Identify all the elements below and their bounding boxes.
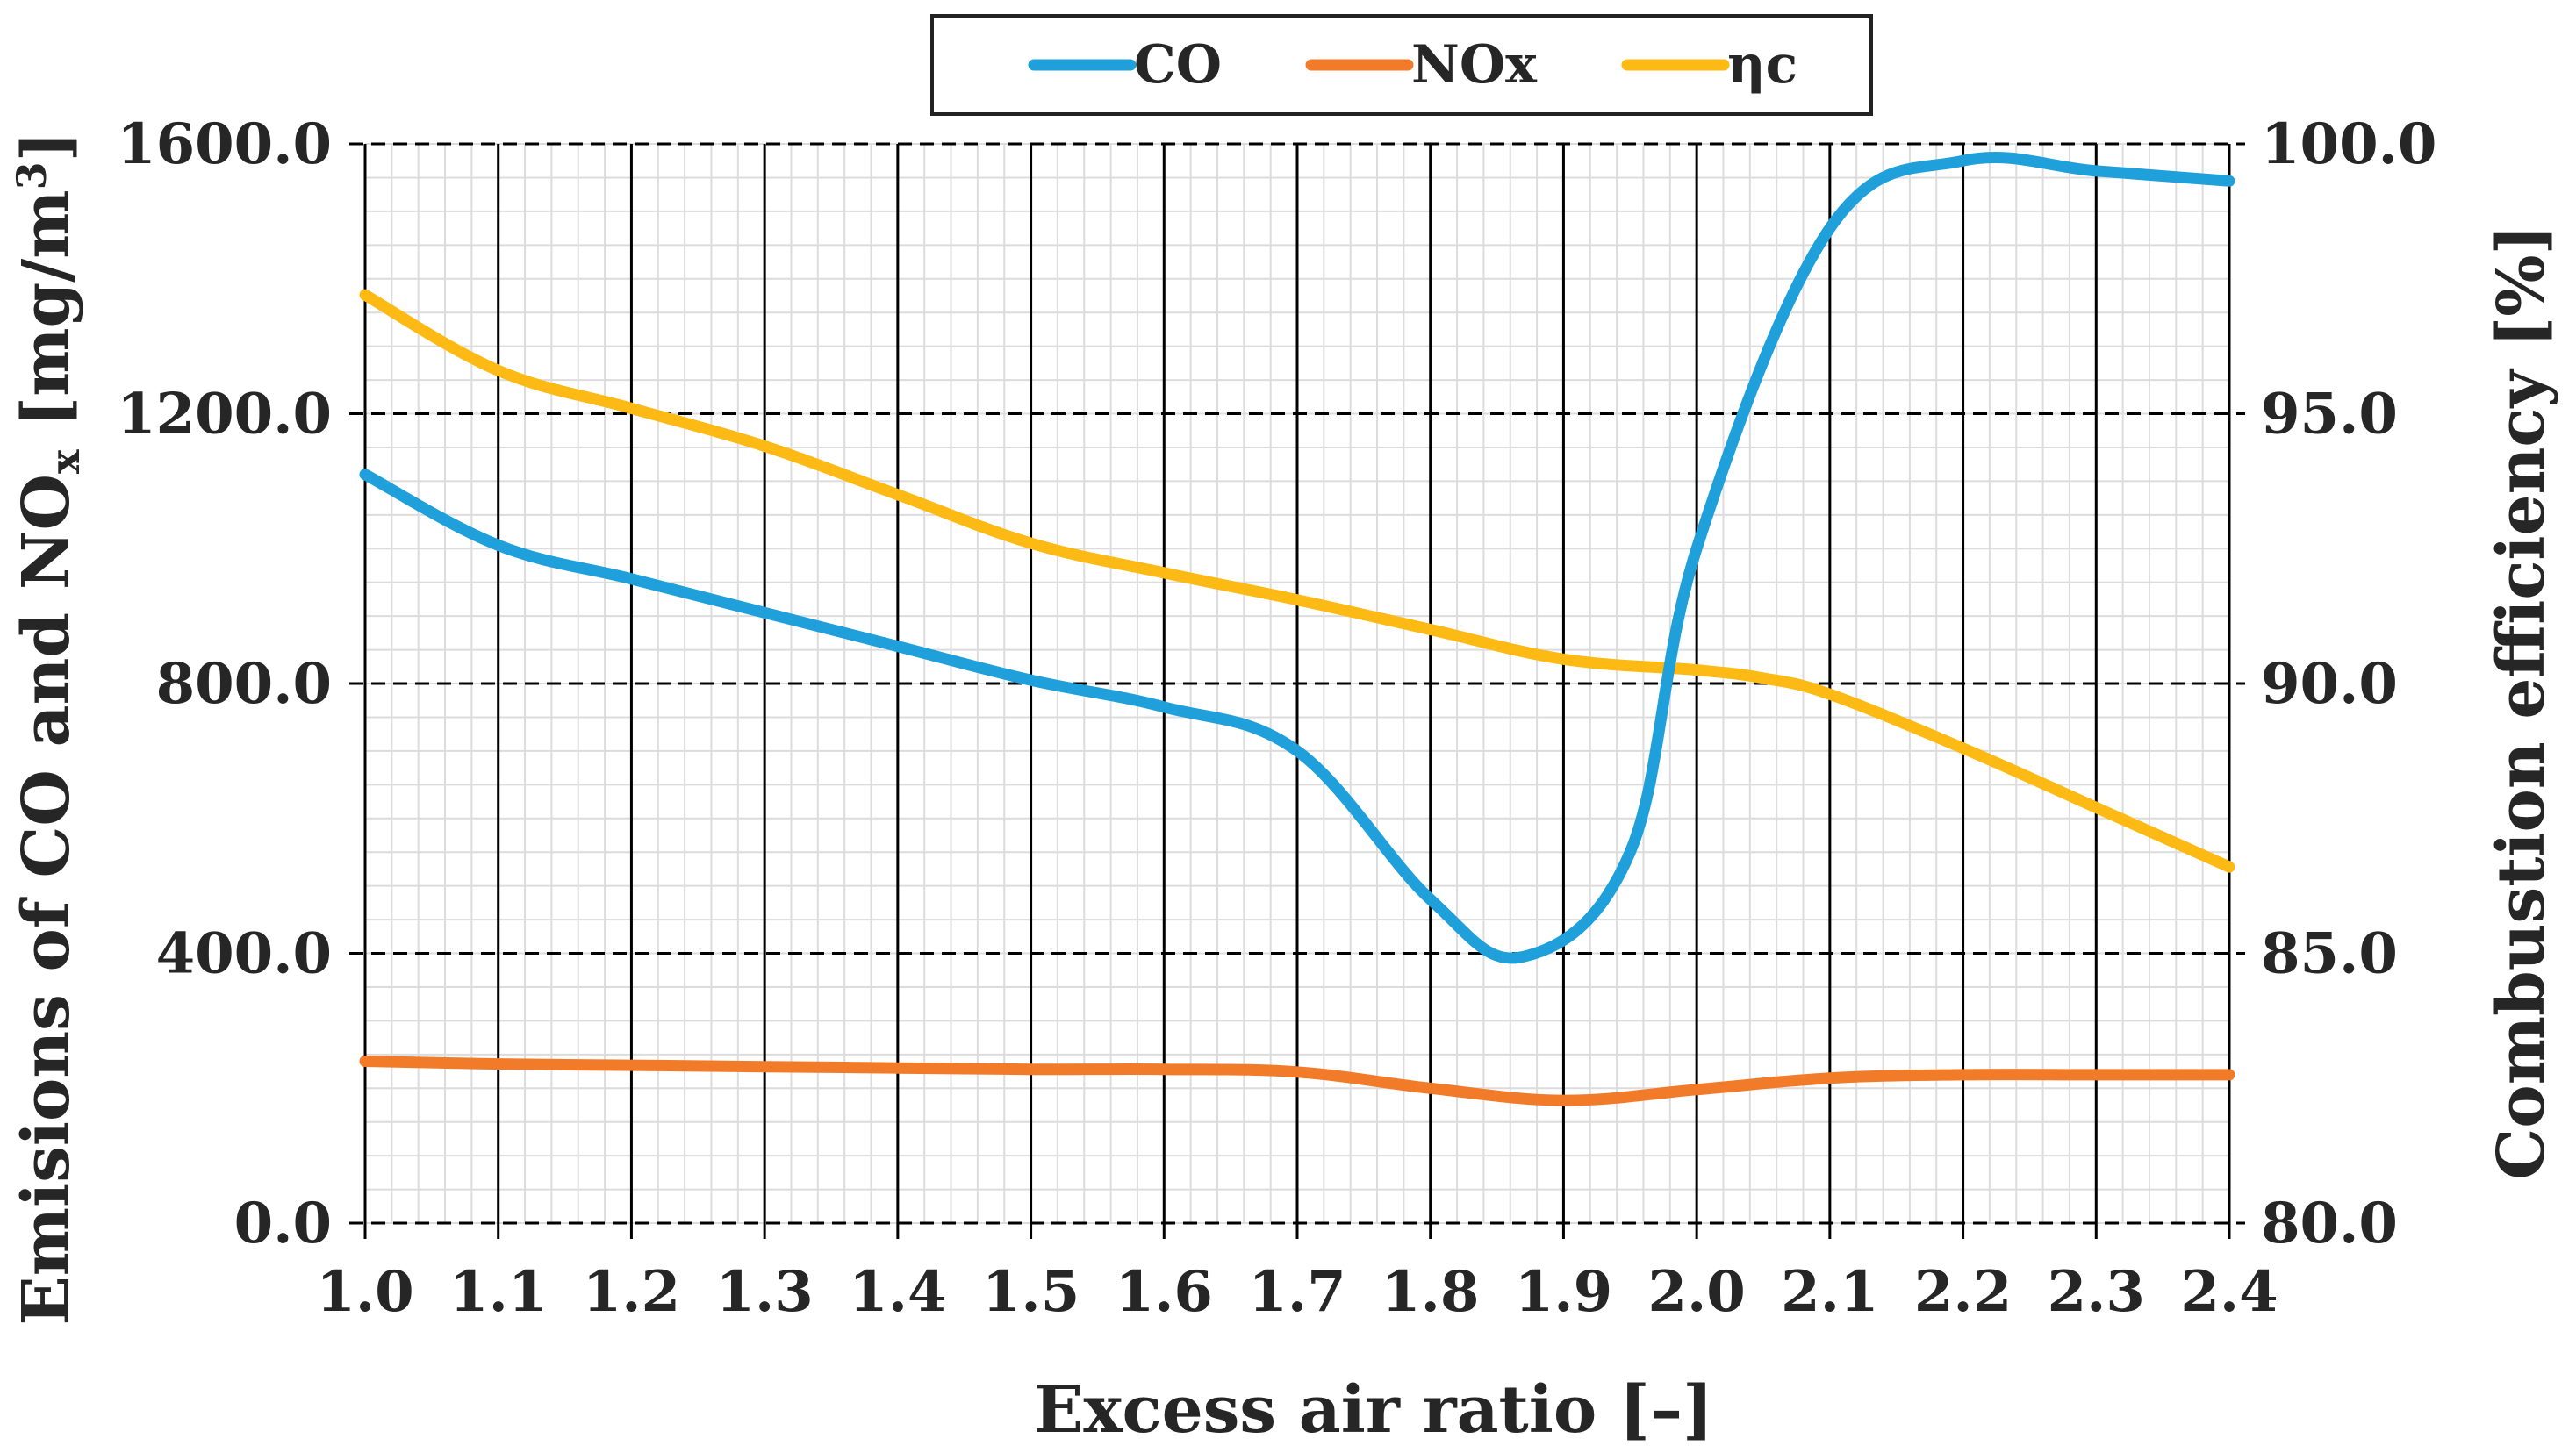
y-left-title-sup: 3 <box>8 161 55 190</box>
y-left-tick-label: 1200.0 <box>117 382 332 447</box>
legend-label-co: CO <box>1134 34 1222 96</box>
x-tick-label: 2.1 <box>1781 1259 1878 1325</box>
y-right-tick-label: 80.0 <box>2261 1191 2398 1256</box>
x-tick-label: 2.4 <box>2180 1259 2278 1325</box>
legend: CO NOx ηc <box>930 14 1873 116</box>
series-line-nox <box>359 1056 2235 1106</box>
y-right-axis-title: Combustion efficiency [%] <box>2484 224 2559 1179</box>
y-left-tick-label: 0.0 <box>234 1191 332 1256</box>
x-tick-label: 1.6 <box>1116 1259 1213 1325</box>
x-tick-label: 1.0 <box>316 1259 413 1325</box>
y-left-title-close: ] <box>9 131 84 161</box>
y-right-tick-label: 95.0 <box>2261 382 2398 447</box>
series-line-efficiency <box>359 289 2235 873</box>
y-right-tick-label: 90.0 <box>2261 651 2398 717</box>
y-left-tick-label: 1600.0 <box>117 111 332 177</box>
y-left-title-unit: [mg/m <box>9 190 84 449</box>
series-line-co <box>359 151 2235 964</box>
legend-item-efficiency: ηc <box>1621 34 1797 96</box>
x-tick-label: 2.2 <box>1914 1259 2012 1325</box>
x-tick-label: 1.9 <box>1515 1259 1612 1325</box>
x-tick-label: 2.0 <box>1647 1259 1745 1325</box>
x-tick-label: 1.3 <box>715 1259 813 1325</box>
legend-label-nox: NOx <box>1411 34 1538 96</box>
tick-labels: 1.0 1.1 1.2 1.3 1.4 1.5 1.6 1.7 1.8 1.9 2.0 2.1 2.2 2… <box>117 111 2436 1325</box>
y-left-tick-label: 400.0 <box>156 921 332 987</box>
y-right-tick-label: 100.0 <box>2261 111 2436 177</box>
x-tick-label: 1.5 <box>982 1259 1080 1325</box>
y-left-title-main: Emisions of CO and NO <box>9 474 84 1326</box>
y-left-title-sub: x <box>41 449 89 474</box>
y-left-axis-title: Emisions of CO and NOx [mg/m3] <box>8 131 89 1325</box>
x-tick-label: 1.7 <box>1248 1259 1345 1325</box>
major-grid <box>349 142 2245 1239</box>
y-right-tick-label: 85.0 <box>2261 921 2398 987</box>
x-tick-label: 1.8 <box>1381 1259 1479 1325</box>
x-tick-label: 1.2 <box>583 1259 680 1325</box>
x-tick-label: 2.3 <box>2048 1259 2145 1325</box>
legend-item-nox: NOx <box>1305 34 1538 96</box>
x-tick-label: 1.4 <box>849 1259 946 1325</box>
y-left-tick-label: 800.0 <box>156 651 332 717</box>
legend-item-co: CO <box>1028 34 1222 96</box>
series-layer <box>359 151 2235 1106</box>
x-axis-title: Excess air ratio [–] <box>1034 1372 1713 1448</box>
legend-label-efficiency: ηc <box>1727 34 1797 96</box>
x-tick-label: 1.1 <box>449 1259 547 1325</box>
